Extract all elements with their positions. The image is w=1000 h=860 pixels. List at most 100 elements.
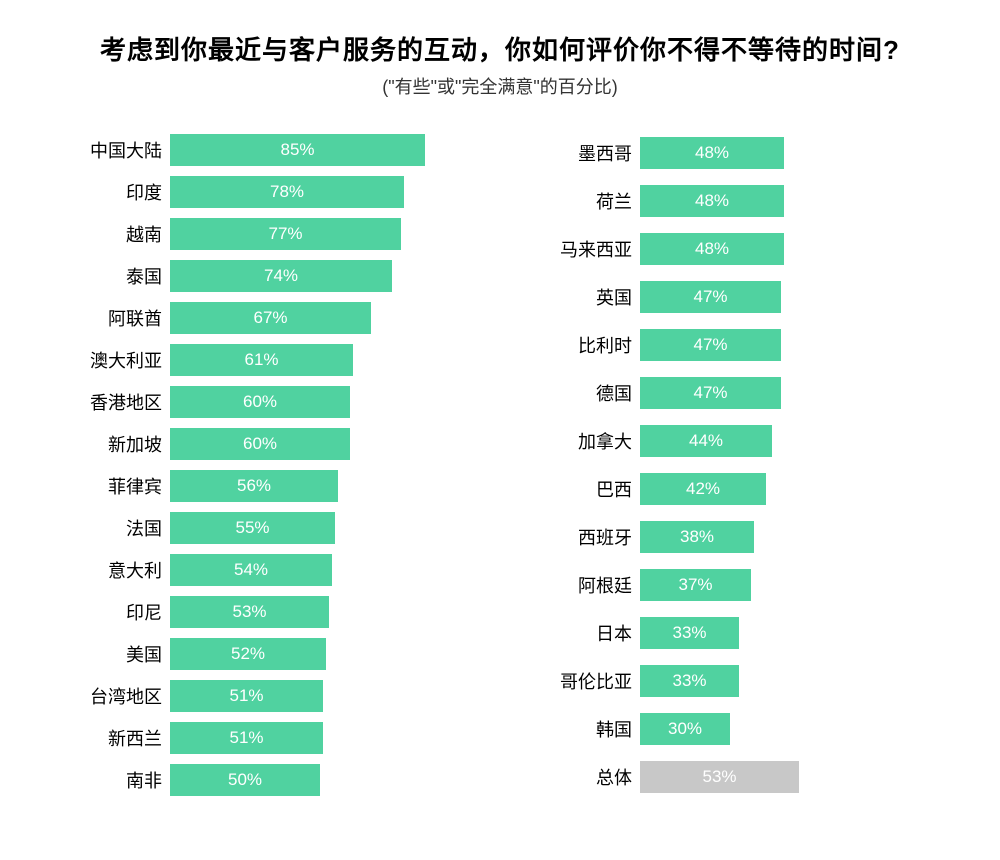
bar-value: 53% [702, 767, 736, 787]
bar-track: 61% [170, 344, 470, 376]
bar: 33% [640, 617, 739, 649]
chart-row: 法国 55% [60, 507, 470, 549]
bar: 37% [640, 569, 751, 601]
chart-container: 中国大陆85%印度78%越南77%泰国74%阿联酋67%澳大利亚61%香港地区6… [40, 129, 960, 801]
bar-value: 67% [253, 308, 287, 328]
chart-row: 巴西 42% [530, 465, 940, 513]
bar-label: 日本 [530, 620, 640, 646]
chart-row: 总体53% [530, 753, 940, 801]
bar: 44% [640, 425, 772, 457]
chart-row: 南非 50% [60, 759, 470, 801]
chart-row: 阿根廷37% [530, 561, 940, 609]
bar-value: 60% [243, 434, 277, 454]
bar: 47% [640, 329, 781, 361]
bar-label: 哥伦比亚 [530, 668, 640, 694]
bar-label: 法国 [60, 515, 170, 541]
bar-value: 55% [235, 518, 269, 538]
bar-value: 60% [243, 392, 277, 412]
bar-value: 51% [229, 728, 263, 748]
bar-track: 48% [640, 185, 940, 217]
bar-label: 香港地区 [60, 389, 170, 415]
bar: 60% [170, 386, 350, 418]
bar: 56% [170, 470, 338, 502]
bar: 48% [640, 185, 784, 217]
bar-label: 墨西哥 [530, 140, 640, 166]
chart-row: 美国 52% [60, 633, 470, 675]
bar-value: 47% [693, 287, 727, 307]
bar: 30% [640, 713, 730, 745]
chart-row: 马来西亚 48% [530, 225, 940, 273]
bar-track: 53% [640, 761, 940, 793]
bar: 54% [170, 554, 332, 586]
bar-track: 78% [170, 176, 470, 208]
bar-label: 印尼 [60, 599, 170, 625]
bar-label: 新西兰 [60, 725, 170, 751]
bar: 47% [640, 377, 781, 409]
bar-value: 77% [268, 224, 302, 244]
bar-value: 78% [270, 182, 304, 202]
bar-label: 加拿大 [530, 428, 640, 454]
bar-label: 英国 [530, 284, 640, 310]
bar-value: 37% [678, 575, 712, 595]
chart-row: 台湾地区51% [60, 675, 470, 717]
bar-track: 30% [640, 713, 940, 745]
bar-label: 印度 [60, 179, 170, 205]
chart-row: 西班牙38% [530, 513, 940, 561]
chart-row: 阿联酋67% [60, 297, 470, 339]
bar: 33% [640, 665, 739, 697]
bar-label: 比利时 [530, 332, 640, 358]
bar: 51% [170, 680, 323, 712]
bar: 78% [170, 176, 404, 208]
bar-value: 33% [672, 623, 706, 643]
chart-row: 新加坡60% [60, 423, 470, 465]
bar-track: 47% [640, 281, 940, 313]
chart-row: 中国大陆85% [60, 129, 470, 171]
bar-track: 85% [170, 134, 470, 166]
bar: 48% [640, 233, 784, 265]
bar-label: 美国 [60, 641, 170, 667]
bar-track: 51% [170, 680, 470, 712]
chart-row: 香港地区 60% [60, 381, 470, 423]
bar-track: 44% [640, 425, 940, 457]
bar: 42% [640, 473, 766, 505]
bar-value: 44% [689, 431, 723, 451]
bar-track: 55% [170, 512, 470, 544]
chart-row: 菲律宾56% [60, 465, 470, 507]
bar-label: 中国大陆 [60, 137, 170, 163]
chart-right-column: 墨西哥48%荷兰48%马来西亚48%英国47%比利时47%德国47%加拿大44%… [530, 129, 940, 801]
bar-track: 48% [640, 233, 940, 265]
bar-value: 50% [228, 770, 262, 790]
chart-row: 澳大利亚61% [60, 339, 470, 381]
bar-track: 53% [170, 596, 470, 628]
chart-row: 韩国30% [530, 705, 940, 753]
bar: 47% [640, 281, 781, 313]
bar-track: 67% [170, 302, 470, 334]
bar-value: 47% [693, 335, 727, 355]
bar-track: 60% [170, 428, 470, 460]
bar: 60% [170, 428, 350, 460]
bar-label: 马来西亚 [530, 236, 640, 262]
chart-row: 英国 47% [530, 273, 940, 321]
bar: 55% [170, 512, 335, 544]
bar-track: 47% [640, 329, 940, 361]
bar-track: 48% [640, 137, 940, 169]
bar-value: 52% [231, 644, 265, 664]
bar-label: 泰国 [60, 263, 170, 289]
bar-value: 42% [686, 479, 720, 499]
chart-row: 新西兰 51% [60, 717, 470, 759]
bar-value: 48% [695, 143, 729, 163]
bar-track: 38% [640, 521, 940, 553]
bar-track: 60% [170, 386, 470, 418]
bar-label: 韩国 [530, 716, 640, 742]
bar: 85% [170, 134, 425, 166]
bar-label: 南非 [60, 767, 170, 793]
bar-track: 47% [640, 377, 940, 409]
bar-label: 越南 [60, 221, 170, 247]
bar-track: 56% [170, 470, 470, 502]
bar-label: 巴西 [530, 476, 640, 502]
chart-row: 德国47% [530, 369, 940, 417]
bar-value: 48% [695, 239, 729, 259]
bar-track: 37% [640, 569, 940, 601]
chart-row: 墨西哥 48% [530, 129, 940, 177]
bar-label: 德国 [530, 380, 640, 406]
